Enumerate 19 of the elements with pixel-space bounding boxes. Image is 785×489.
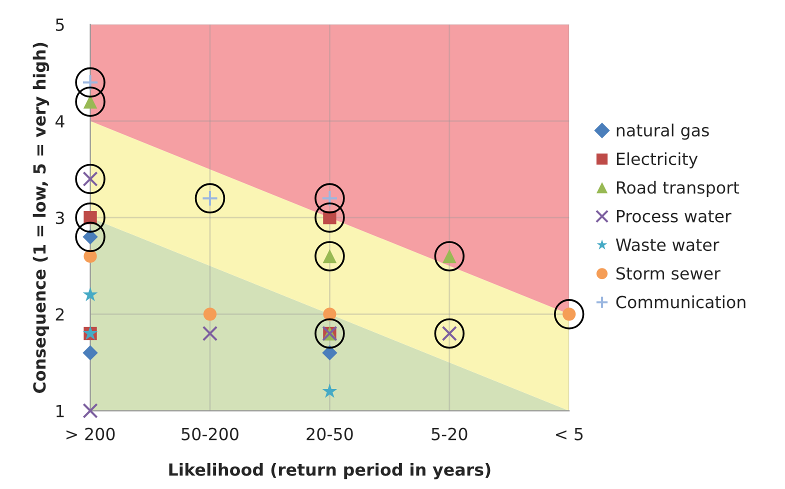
legend-label: Road transport xyxy=(617,180,740,198)
x-axis-title: Likelihood (return period in years) xyxy=(169,463,490,480)
x-tick-label: > 200 xyxy=(66,428,115,440)
x-tick-label: 20-50 xyxy=(306,428,353,440)
y-tick-label: 2 xyxy=(56,308,64,321)
x-tick-label: 5-20 xyxy=(432,428,468,440)
legend-label: Communication xyxy=(616,295,746,308)
y-tick-label: 5 xyxy=(56,18,64,32)
x-tick-label: 50-200 xyxy=(182,428,238,440)
legend-label: natural gas xyxy=(616,124,709,140)
y-axis-title: Consequence (1 = low, 5 = very high) xyxy=(32,42,50,393)
legend-label: Electricity xyxy=(617,152,698,168)
legend-label: Process water xyxy=(617,210,732,222)
y-tick-label: 4 xyxy=(55,115,64,128)
y-tick-label: 3 xyxy=(56,212,64,224)
legend-label: Storm sewer xyxy=(616,267,720,280)
y-tick-label: 1 xyxy=(56,404,64,418)
x-tick-label: < 5 xyxy=(556,428,583,440)
legend-label: Waste water xyxy=(616,238,720,252)
